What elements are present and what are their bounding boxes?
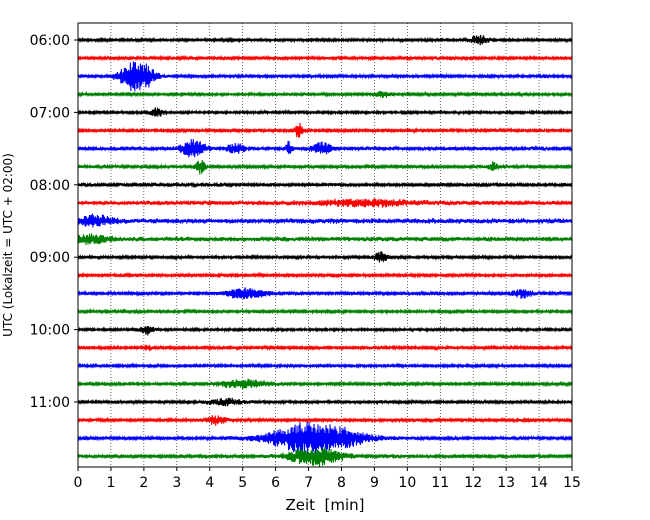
trace-line (77, 34, 573, 46)
trace-line (77, 160, 573, 175)
trace-line (77, 122, 573, 138)
trace-line (77, 415, 573, 426)
x-tick-label: 8 (337, 475, 346, 491)
x-tick-label: 14 (530, 475, 548, 491)
y-tick-label: 08:00 (30, 178, 70, 194)
x-tick-label: 10 (398, 475, 416, 491)
y-axis: 06:00 07:00 08:00 09:00 10:00 11:00 (30, 33, 78, 411)
x-axis: 0 1 2 3 4 5 6 7 8 9 10 11 12 13 14 15 (74, 467, 581, 491)
y-tick-label: 11:00 (30, 395, 70, 411)
x-tick-label: 7 (304, 475, 313, 491)
plot-background (78, 23, 572, 467)
x-tick-label: 15 (563, 475, 581, 491)
x-tick-label: 13 (497, 475, 515, 491)
trace-line (77, 54, 573, 62)
trace-line (77, 378, 573, 390)
trace-line (77, 422, 573, 455)
x-tick-label: 6 (271, 475, 280, 491)
trace-line (77, 397, 573, 407)
trace-line (77, 326, 573, 336)
trace-line (77, 181, 573, 189)
trace-line (77, 362, 573, 370)
trace-line (77, 213, 573, 228)
grid-lines (110, 23, 540, 467)
trace-line (77, 446, 573, 467)
x-tick-label: 3 (172, 475, 181, 491)
trace-line (77, 271, 573, 279)
y-tick-label: 06:00 (30, 33, 70, 49)
x-tick-label: 9 (370, 475, 379, 491)
trace-line (77, 233, 573, 246)
x-tick-label: 12 (464, 475, 482, 491)
x-tick-label: 1 (106, 475, 115, 491)
trace-line (77, 198, 573, 208)
plot-frame (77, 22, 573, 468)
trace-group (77, 34, 573, 467)
x-axis-label: Zeit [min] (285, 496, 364, 514)
x-tick-label: 11 (431, 475, 449, 491)
trace-line (77, 344, 573, 352)
y-axis-label: UTC (Lokalzeit = UTC + 02:00) (1, 153, 15, 337)
y-tick-label: 10:00 (30, 323, 70, 339)
trace-line (77, 90, 573, 99)
x-tick-label: 2 (139, 475, 148, 491)
trace-line (77, 251, 573, 263)
y-tick-label: 07:00 (30, 105, 70, 121)
trace-line (77, 107, 573, 117)
y-tick-label: 09:00 (30, 250, 70, 266)
trace-line (77, 61, 573, 92)
x-tick-label: 5 (238, 475, 247, 491)
x-tick-label: 0 (74, 475, 83, 491)
trace-line (77, 139, 573, 158)
trace-line (77, 307, 573, 315)
trace-line (77, 287, 573, 300)
x-tick-label: 4 (205, 475, 214, 491)
